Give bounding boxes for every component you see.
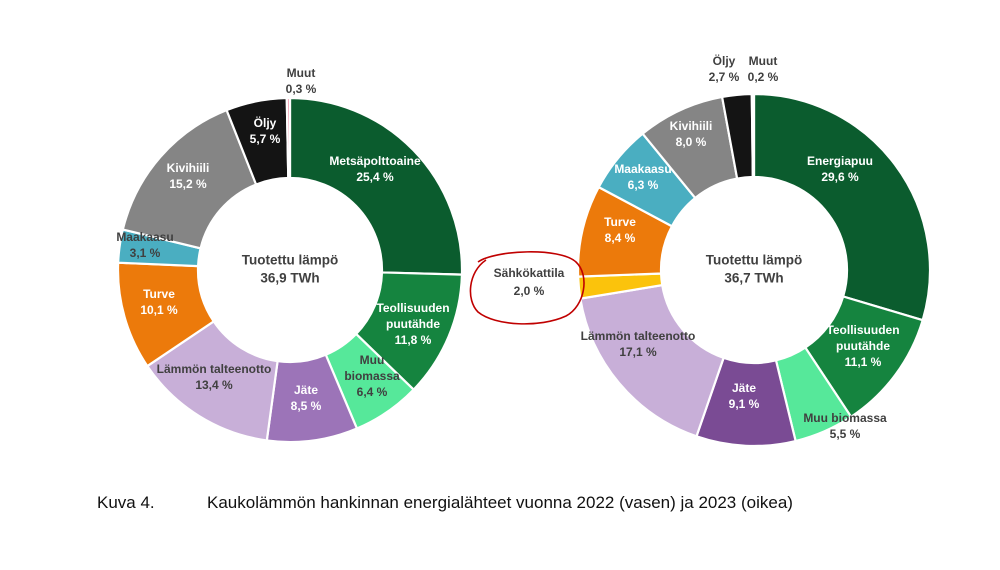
slice-label-jate-value: 8,5 % [291,399,322,413]
slice-label-teollisuuden-puutahde-value: 11,8 % [395,333,432,347]
slice-label-oljy-name: Öljy [713,53,736,68]
callout-value: 2,0 % [514,284,545,298]
slice-label-muu-biomassa-value: 5,5 % [830,427,861,441]
slice-label-muut-name: Muut [287,66,316,80]
caption-number: Kuva 4. [97,493,155,512]
slice-lammon-talteenotto [579,283,725,438]
slice-label-kivihiili-name: Kivihiili [670,119,713,133]
slice-label-oljy-value: 5,7 % [250,132,281,146]
figure-caption: Kuva 4. Kaukolämmön hankinnan energialäht… [97,493,977,513]
figure-canvas: Metsäpolttoaine 25,4 % Teollisuuden puutähd… [116,53,932,448]
donut-chart-2023: Energiapuu 29,6 % Teollisuuden puutähde 11,1… [576,53,932,448]
slice-muut [750,92,756,179]
slice-label-metsapolttoaine-value: 25,4 % [356,170,394,184]
slice-metsapolttoaine [288,96,464,276]
center-value: 36,9 TWh [260,271,319,286]
slice-label-oljy-value: 2,7 % [709,70,740,84]
center-title: Tuotettu lämpö [706,253,802,268]
slice-label-maakaasu-name: Maakaasu [614,162,671,176]
slice-label-teollisuuden-puutahde-name: puutähde [836,339,890,353]
slice-label-energiapuu-name: Energiapuu [807,154,873,168]
slice-label-muut-value: 0,3 % [286,82,317,96]
slice-label-metsapolttoaine-name: Metsäpolttoaine [329,154,421,168]
slice-label-energiapuu-value: 29,6 % [821,170,859,184]
slice-label-teollisuuden-puutahde-name: puutähde [386,317,440,331]
slice-label-lammon-talteenotto-name: Lämmön talteenotto [581,329,696,343]
slice-label-kivihiili-value: 8,0 % [676,135,707,149]
slice-label-teollisuuden-puutahde-name: Teollisuuden [826,323,899,337]
slice-label-jate-value: 9,1 % [729,397,760,411]
slice-label-turve-name: Turve [143,287,175,301]
slice-label-jate-name: Jäte [294,383,318,397]
slice-label-jate-name: Jäte [732,381,756,395]
callout-hand-drawn-circle [469,251,585,325]
slice-label-oljy-name: Öljy [254,115,277,130]
slice-label-muu-biomassa-name: biomassa [344,369,400,383]
slice-energiapuu [752,92,932,322]
slice-label-muu-biomassa-name: Muu [360,353,385,367]
slice-label-maakaasu-value: 6,3 % [628,178,659,192]
slice-label-muut-name: Muut [749,54,778,68]
caption-text: Kaukolämmön hankinnan energialähteet vuo… [207,493,793,512]
slice-label-teollisuuden-puutahde-value: 11,1 % [845,355,882,369]
slice-label-lammon-talteenotto-name: Lämmön talteenotto [157,362,272,376]
slice-label-teollisuuden-puutahde-name: Teollisuuden [376,301,449,315]
slice-label-turve-value: 10,1 % [140,303,178,317]
donut-chart-2022: Metsäpolttoaine 25,4 % Teollisuuden puutähd… [116,66,464,444]
slice-label-kivihiili-name: Kivihiili [167,161,210,175]
slice-label-kivihiili-value: 15,2 % [169,177,207,191]
slice-label-maakaasu-value: 3,1 % [130,246,161,260]
slice-muut [285,96,292,180]
center-value: 36,7 TWh [724,271,783,286]
slice-label-lammon-talteenotto-value: 13,4 % [195,378,233,392]
center-title: Tuotettu lämpö [242,253,338,268]
slice-label-muu-biomassa-value: 6,4 % [357,385,388,399]
callout-label: Sähkökattila [494,266,565,280]
slice-label-turve-name: Turve [604,215,636,229]
slice-label-lammon-talteenotto-value: 17,1 % [619,345,657,359]
slice-label-muut-value: 0,2 % [748,70,779,84]
slice-label-muu-biomassa-name: Muu biomassa [803,411,887,425]
slice-label-turve-value: 8,4 % [605,231,636,245]
slice-label-maakaasu-name: Maakaasu [116,230,173,244]
electric-boiler-callout: Sähkökattila 2,0 % [469,251,585,325]
